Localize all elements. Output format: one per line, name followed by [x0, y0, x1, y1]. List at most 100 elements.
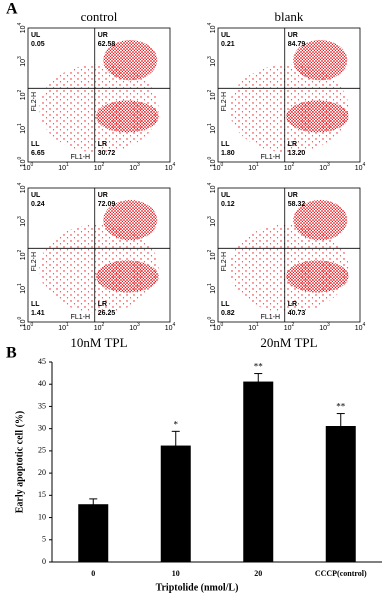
tick-label: 104: [165, 322, 176, 332]
x-axis-label: FL1-H: [71, 314, 90, 321]
tick-exponent: 0: [17, 156, 23, 159]
tick-label: 102: [17, 89, 27, 100]
quadrant-value: 0.21: [221, 41, 235, 48]
panel-label: B: [6, 345, 17, 362]
tick-base: 10: [213, 325, 221, 332]
quadrant-value: 26.25: [98, 310, 116, 317]
tick-label: 100: [207, 316, 217, 327]
tick-label: 100: [213, 162, 224, 172]
tick-exponent: 2: [17, 89, 23, 92]
quadrant-value: 0.05: [31, 41, 45, 48]
tick-label: 103: [17, 56, 27, 67]
significance: *: [174, 419, 179, 429]
tick-base: 10: [23, 165, 31, 172]
tick-exponent: 3: [207, 56, 213, 59]
tick-exponent: 3: [137, 162, 140, 168]
quadrant-value: 6.65: [31, 150, 45, 157]
tick-label: 100: [23, 322, 34, 332]
tick-base: 10: [129, 165, 137, 172]
tick-label: 101: [248, 162, 259, 172]
tick-label: 101: [58, 322, 69, 332]
tick-exponent: 0: [31, 322, 34, 328]
tick-exponent: 1: [256, 162, 259, 168]
tick-label: 101: [207, 283, 217, 294]
quadrant-name: UR: [288, 192, 298, 199]
tick-exponent: 1: [66, 162, 69, 168]
quadrant-name: UR: [98, 32, 108, 39]
tick-base: 10: [20, 185, 27, 193]
bar: [325, 426, 356, 562]
event-cloud: [103, 200, 158, 241]
tick-label: 103: [207, 56, 217, 67]
significance: **: [254, 362, 264, 372]
tick-exponent: 1: [17, 283, 23, 286]
tick-base: 10: [23, 325, 31, 332]
tick-base: 10: [20, 126, 27, 134]
tick-label: 102: [207, 89, 217, 100]
y-tick-label: 10: [38, 512, 46, 521]
tick-base: 10: [210, 25, 217, 33]
significance: **: [336, 402, 346, 412]
tick-label: 102: [17, 249, 27, 260]
tick-base: 10: [58, 325, 66, 332]
event-cloud: [293, 40, 348, 81]
tick-exponent: 2: [102, 162, 105, 168]
plot-frame: [27, 187, 171, 323]
tick-base: 10: [94, 165, 102, 172]
tick-base: 10: [248, 165, 256, 172]
quadrant-value: 1.80: [221, 150, 235, 157]
tick-base: 10: [20, 59, 27, 67]
quadrant-name: LL: [221, 141, 230, 148]
quadrant-value: 13.20: [288, 150, 306, 157]
tick-exponent: 4: [17, 182, 23, 185]
quadrant-name: UL: [221, 192, 231, 199]
tick-base: 10: [20, 219, 27, 227]
tick-exponent: 4: [207, 22, 213, 25]
quadrant-name: LR: [288, 141, 297, 148]
y-axis-label: FL2-H: [221, 252, 228, 271]
tick-label: 103: [207, 216, 217, 227]
tick-label: 104: [17, 22, 27, 33]
tick-label: 100: [17, 156, 27, 167]
tick-exponent: 4: [207, 182, 213, 185]
quadrant-value: 0.12: [221, 201, 235, 208]
event-cloud: [293, 200, 348, 241]
quadrant-value: 40.73: [288, 310, 306, 317]
tick-base: 10: [20, 252, 27, 260]
tick-base: 10: [58, 165, 66, 172]
tick-base: 10: [210, 185, 217, 193]
tick-label: 103: [319, 322, 330, 332]
quadrant-name: LL: [221, 301, 230, 308]
y-tick-label: 5: [42, 535, 46, 544]
panel-label: A: [6, 1, 18, 18]
tick-base: 10: [20, 286, 27, 294]
plot-title: 10nM TPL: [70, 335, 127, 350]
quadrant-name: LL: [31, 141, 40, 148]
quadrant-value: 0.82: [221, 310, 235, 317]
tick-label: 100: [17, 316, 27, 327]
tick-label: 101: [58, 162, 69, 172]
plot-title: 20nM TPL: [260, 335, 317, 350]
quadrant-name: LR: [98, 141, 107, 148]
x-axis-label: FL1-H: [261, 154, 280, 161]
y-tick-label: 0: [42, 557, 46, 566]
tick-exponent: 4: [17, 22, 23, 25]
quadrant-name: UL: [31, 32, 41, 39]
tick-label: 102: [284, 162, 295, 172]
y-tick-label: 15: [38, 490, 46, 499]
tick-base: 10: [210, 126, 217, 134]
quadrant-name: LR: [98, 301, 107, 308]
tick-base: 10: [210, 319, 217, 327]
tick-exponent: 3: [207, 216, 213, 219]
tick-label: 100: [213, 322, 224, 332]
x-tick-label: 10: [172, 569, 180, 578]
tick-label: 104: [355, 162, 366, 172]
bar: [78, 504, 109, 562]
tick-exponent: 0: [207, 156, 213, 159]
tick-base: 10: [210, 252, 217, 260]
tick-label: 103: [129, 162, 140, 172]
error-bar: [336, 413, 345, 439]
bar: [160, 445, 191, 562]
y-tick-label: 40: [38, 379, 46, 388]
